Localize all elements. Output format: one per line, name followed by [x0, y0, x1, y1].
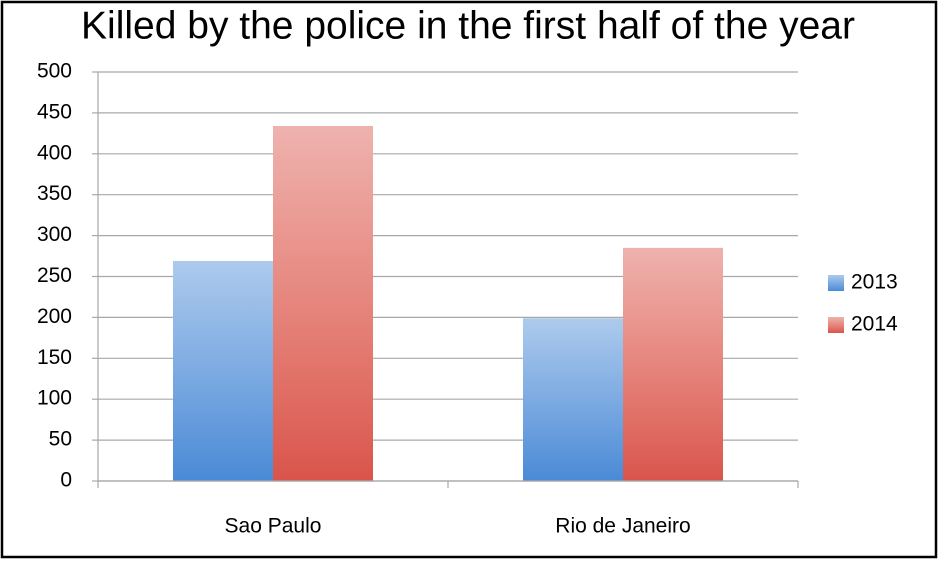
- bar: [173, 260, 273, 481]
- legend-swatch: [828, 275, 844, 291]
- legend-label: 2013: [851, 271, 898, 294]
- bar: [623, 247, 723, 481]
- x-tick-label: Sao Paulo: [225, 515, 322, 538]
- y-tick-label: 0: [60, 469, 72, 492]
- bar: [273, 125, 373, 481]
- y-tick-label: 50: [49, 428, 72, 451]
- bar: [523, 318, 623, 481]
- y-tick-label: 350: [37, 182, 72, 205]
- x-tick-label: Rio de Janeiro: [555, 515, 690, 538]
- y-tick-label: 500: [37, 60, 72, 83]
- y-tick-label: 150: [37, 346, 72, 369]
- legend-label: 2014: [851, 313, 898, 336]
- y-tick-label: 250: [37, 264, 72, 287]
- y-tick-label: 400: [37, 141, 72, 164]
- y-tick-label: 450: [37, 100, 72, 123]
- y-tick-label: 100: [37, 387, 72, 410]
- legend-swatch: [828, 317, 844, 333]
- y-tick-label: 200: [37, 305, 72, 328]
- y-tick-label: 300: [37, 223, 72, 246]
- chart-title: Killed by the police in the first half o…: [81, 4, 855, 47]
